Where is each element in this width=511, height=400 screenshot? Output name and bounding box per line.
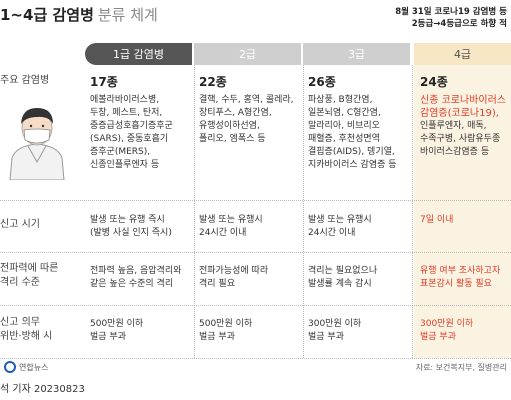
grade-2-report: 발생 또는 유행시 24시간 이내 xyxy=(199,215,263,238)
column-separator xyxy=(303,65,304,358)
grade-4-diseases: 신종 코로나바이러스 감염증(코로나19), 인플루엔자, 매독, 수족구병, … xyxy=(420,95,506,157)
grade-4-isolation: 유행 여부 조사하고자 표본감시 활동 필요 xyxy=(420,266,501,289)
title-main: 1~4급 감염병 xyxy=(0,6,94,24)
grade-4-count: 24종 xyxy=(420,75,448,89)
header-grade-2: 2급 xyxy=(194,43,301,65)
row-divider xyxy=(0,200,511,201)
grade-4-report: 7일 이내 xyxy=(420,215,454,225)
credit-text: 석 기자 20230823 xyxy=(0,384,85,395)
grade-2-isolation: 전파가능성에 따라 격리 필요 xyxy=(199,266,269,289)
grade-3-penalty: 300만원 이하 벌금 부과 xyxy=(308,319,362,342)
header-grade-3: 3급 xyxy=(303,43,410,65)
grade-3-report: 발생 또는 유행시 24시간 이내 xyxy=(308,215,372,238)
grade-1-isolation: 전파력 높음, 음압격리와 같은 높은 수준의 격리 xyxy=(90,266,182,289)
logo-icon xyxy=(4,361,16,373)
row-label-report: 신고 시기 xyxy=(0,219,40,230)
grade-3-isolation: 격리는 필요없으나 발생률 계속 감시 xyxy=(308,266,378,289)
row-divider xyxy=(0,305,511,306)
grade-3-count: 26종 xyxy=(308,75,336,89)
column-separator xyxy=(412,65,413,358)
grade-2-penalty: 500만원 이하 벌금 부과 xyxy=(199,319,253,342)
grade-1-report: 발생 또는 유행 즉시 (발병 사실 인지 즉시) xyxy=(90,215,172,238)
header-grade-4: 4급 xyxy=(414,43,511,65)
grade-1-count: 17종 xyxy=(90,75,118,89)
header-grade-1: 1급 감염병 xyxy=(85,43,192,65)
column-separator xyxy=(194,65,195,358)
page-title: 1~4급 감염병 분류 체계 xyxy=(0,4,158,25)
grade-4-background xyxy=(414,65,511,358)
grade-2-diseases: 결핵, 수두, 홍역, 콜레라, 장티푸스, A형간염, 유행성이하선염, 폴리… xyxy=(199,95,294,144)
grade-1-diseases: 에볼라바이러스병, 두창, 페스트, 탄저, 중증급성호흡기증후군 (SARS)… xyxy=(90,95,173,170)
downgrade-note: 8월 31일 코로나19 감염병 등 2등급→4등급으로 하향 적 xyxy=(395,6,507,30)
source-text: 자료: 보건복지부, 질병관리 xyxy=(415,363,507,372)
row-label-isolation: 전파력에 따른 격리 수준 xyxy=(0,263,59,288)
grade-4-penalty: 300만원 이하 벌금 부과 xyxy=(420,319,474,342)
logo-text: 연합뉴스 xyxy=(19,362,49,372)
grade-3-diseases: 파상풍, B형간염, 일본뇌염, C형간염, 말라리아, 비브리오 패혈증, 후… xyxy=(308,95,397,170)
note-line-1: 8월 31일 코로나19 감염병 등 xyxy=(395,7,507,17)
note-line-2: 2등급→4등급으로 하향 적 xyxy=(411,19,507,29)
grade-1-penalty: 500만원 이하 벌금 부과 xyxy=(90,319,144,342)
row-label-penalty: 신고 의무 위반·방해 시 xyxy=(0,317,53,342)
grade-2-count: 22종 xyxy=(199,75,227,89)
row-label-diseases: 주요 감염병 xyxy=(0,75,50,86)
title-sub: 분류 체계 xyxy=(97,6,158,24)
masked-person-illustration xyxy=(9,108,65,180)
news-logo: 연합뉴스 xyxy=(4,361,48,373)
row-divider xyxy=(0,252,511,253)
row-divider xyxy=(0,358,511,359)
